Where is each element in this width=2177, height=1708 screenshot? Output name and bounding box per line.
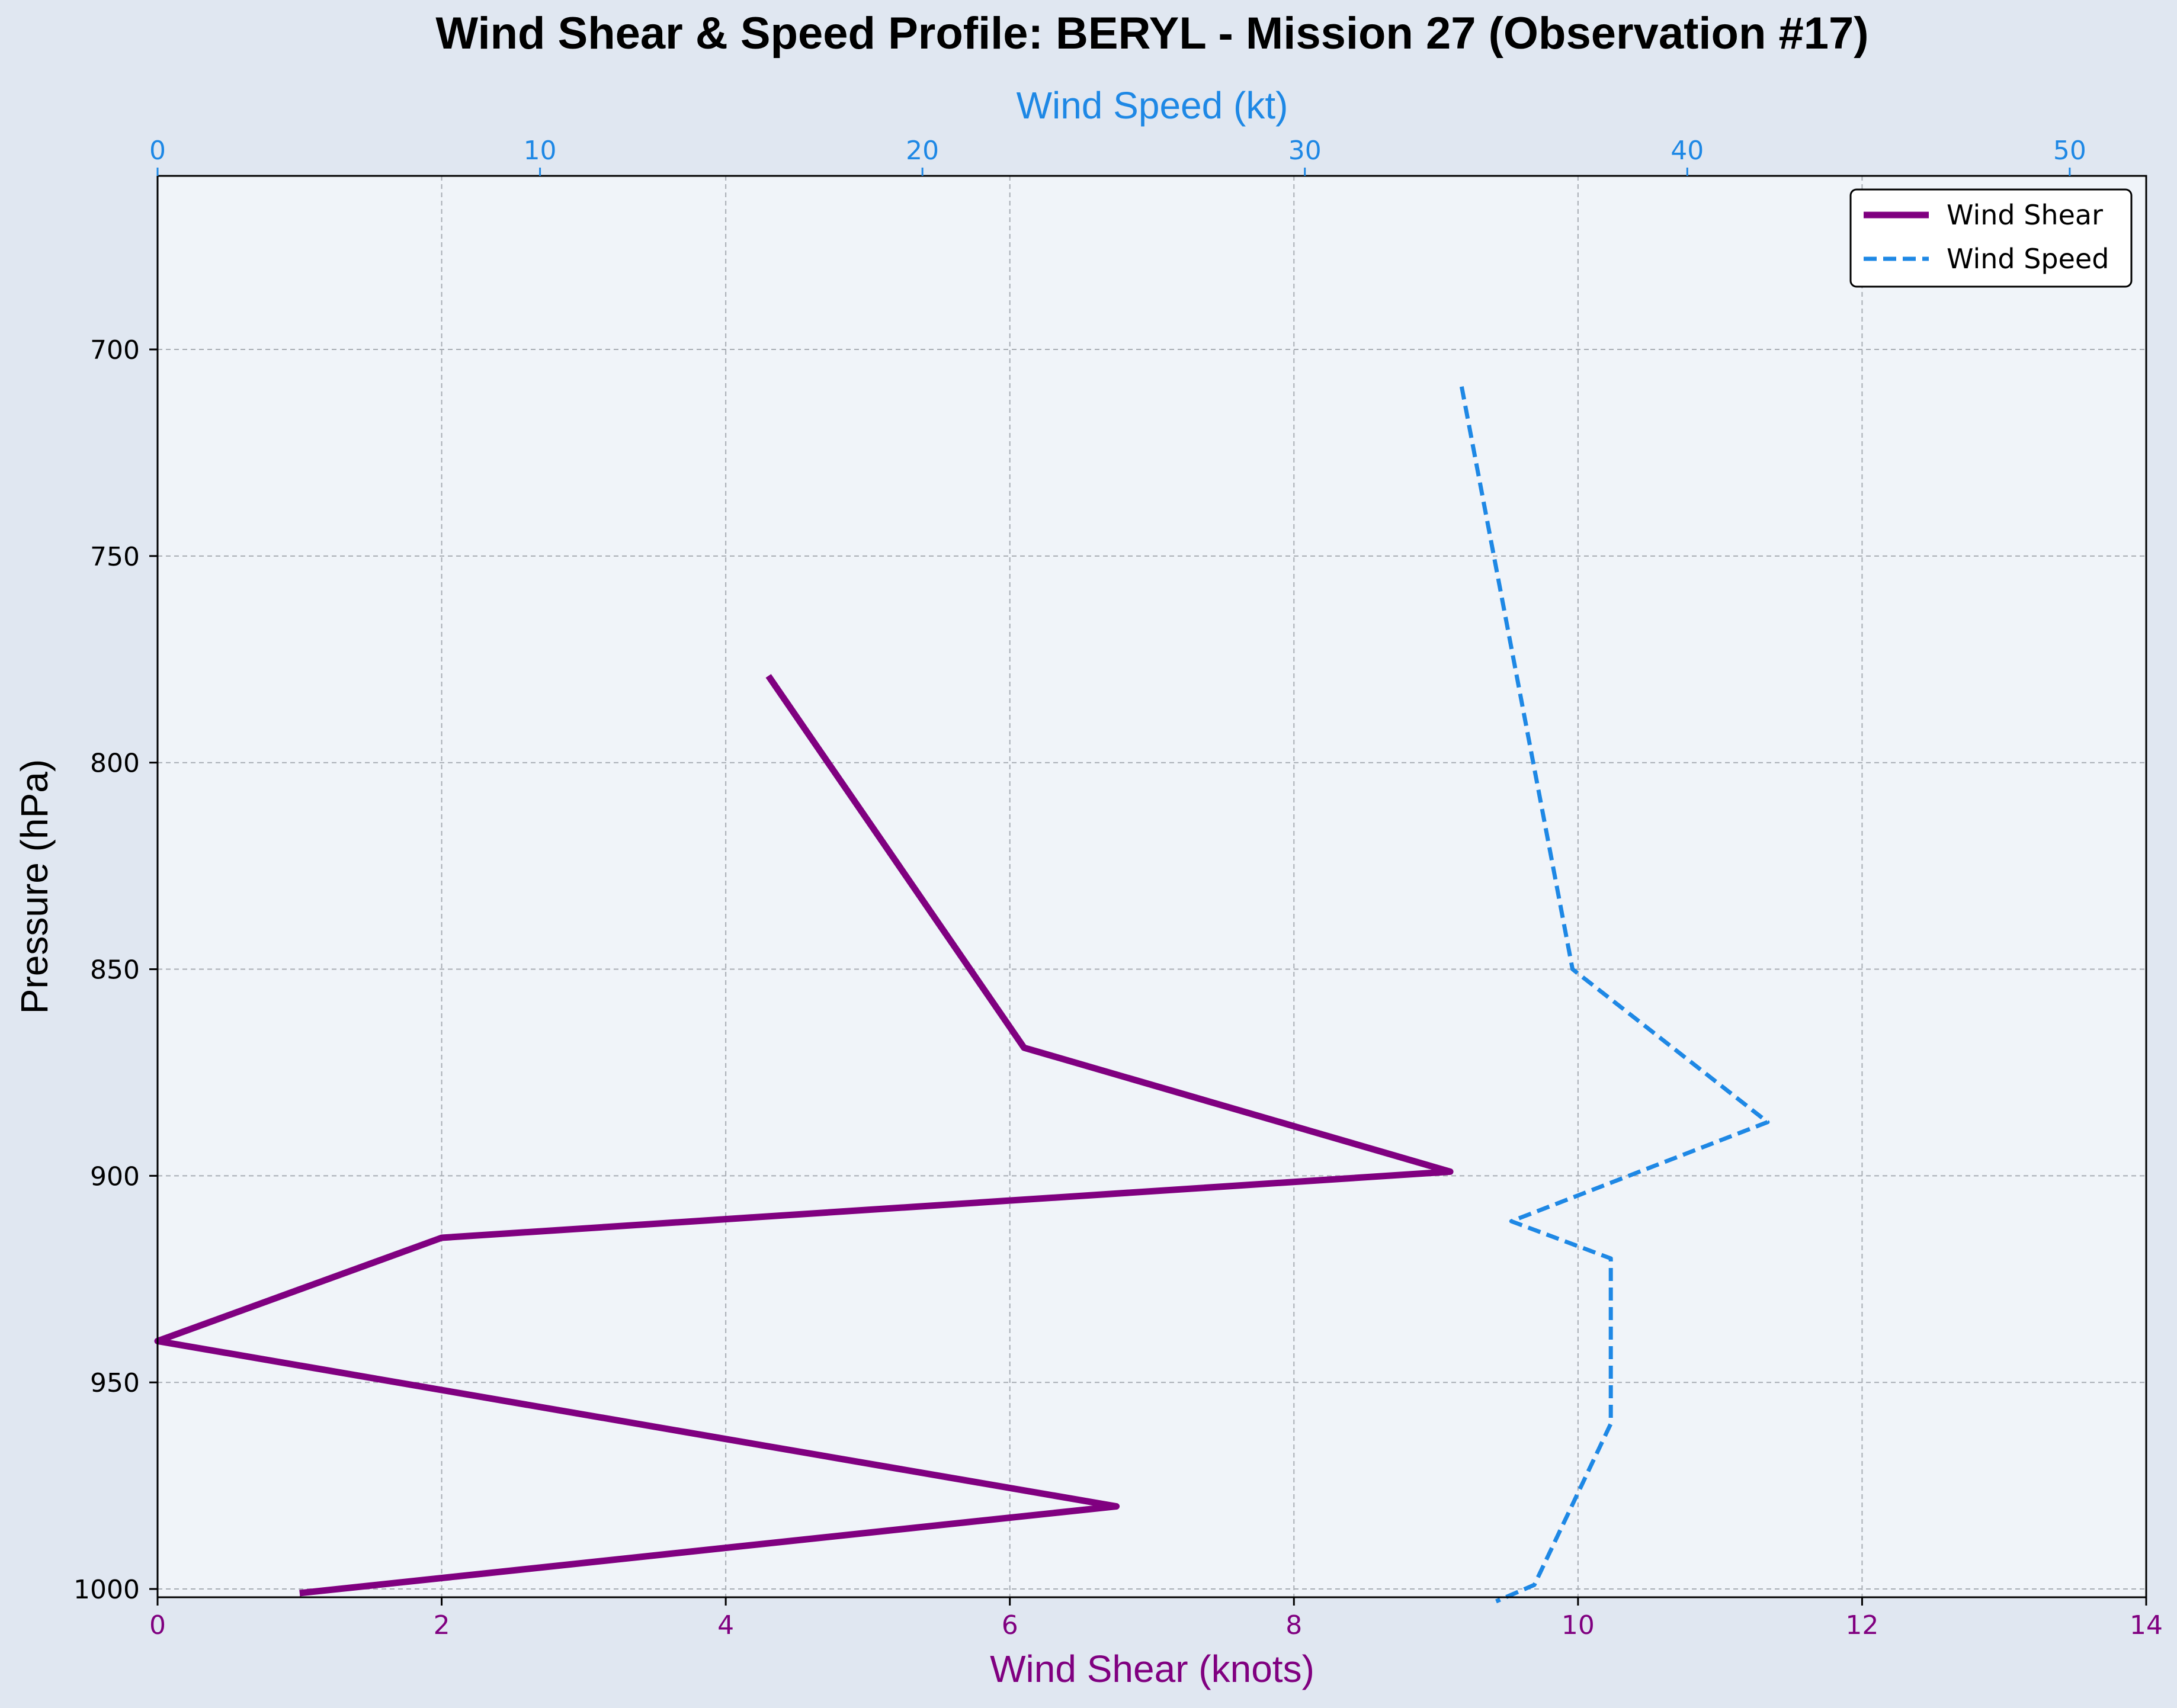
bottom-axis-label: Wind Shear (knots) bbox=[990, 1648, 1314, 1690]
plot-frame bbox=[156, 175, 2147, 1598]
bottom-tick-label: 4 bbox=[717, 1610, 734, 1640]
y-tick-label: 700 bbox=[90, 335, 140, 365]
top-tick-label: 20 bbox=[906, 136, 939, 166]
bottom-tick-label: 12 bbox=[1845, 1610, 1878, 1640]
wind-shear-line bbox=[154, 674, 1454, 1597]
bottom-tick-label: 6 bbox=[1002, 1610, 1018, 1640]
top-axis-label: Wind Speed (kt) bbox=[1017, 84, 1288, 127]
top-tick-label: 40 bbox=[1671, 136, 1704, 166]
top-tick-label: 10 bbox=[524, 136, 557, 166]
y-tick-label: 950 bbox=[90, 1368, 140, 1398]
bottom-tick-label: 0 bbox=[149, 1610, 166, 1640]
y-tick-label: 750 bbox=[90, 542, 140, 572]
top-tick-label: 50 bbox=[2053, 136, 2086, 166]
bottom-tick-label: 14 bbox=[2130, 1610, 2163, 1640]
y-tick-label: 800 bbox=[90, 749, 140, 779]
wind-speed-line bbox=[1459, 386, 1770, 1604]
y-tick-label: 900 bbox=[90, 1161, 140, 1192]
bottom-tick-label: 10 bbox=[1562, 1610, 1595, 1640]
bottom-tick-label: 2 bbox=[434, 1610, 450, 1640]
y-tick-label: 1000 bbox=[73, 1575, 140, 1605]
top-tick-label: 0 bbox=[149, 136, 166, 166]
chart-title: Wind Shear & Speed Profile: BERYL - Miss… bbox=[435, 8, 1868, 59]
legend: Wind Shear Wind Speed bbox=[1849, 188, 2133, 288]
top-tick-label: 30 bbox=[1288, 136, 1322, 166]
y-tick-label: 850 bbox=[90, 955, 140, 985]
series-layer bbox=[154, 386, 1770, 1604]
bottom-tick-label: 8 bbox=[1285, 1610, 1302, 1640]
y-axis-label: Pressure (hPa) bbox=[13, 759, 56, 1014]
axes: 0 2 4 6 8 10 12 14 0 10 20 30 40 50 700 750 800 850 900 950… bbox=[73, 136, 2163, 1640]
plot-area bbox=[158, 176, 2146, 1597]
legend-label-wind-shear: Wind Shear bbox=[1947, 199, 2103, 231]
legend-label-wind-speed: Wind Speed bbox=[1947, 243, 2109, 275]
